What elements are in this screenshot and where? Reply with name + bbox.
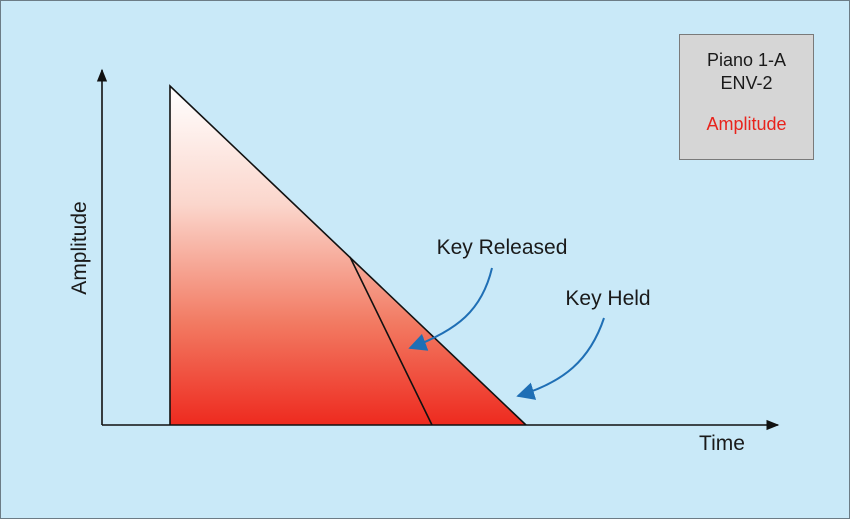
key-held-arrow	[516, 317, 605, 400]
key-released-label: Key Released	[437, 236, 568, 259]
y-axis-label: Amplitude	[68, 201, 91, 294]
envelope-name: ENV-2	[720, 73, 773, 93]
patch-name: Piano 1-A	[706, 50, 787, 70]
envelope-outline	[169, 84, 527, 426]
key-held-label: Key Held	[565, 287, 650, 310]
key-released-curve	[349, 256, 433, 426]
envelope-info-box: Piano 1-A ENV-2 Amplitude	[679, 34, 814, 160]
key-released-arrow	[408, 267, 493, 351]
x-axis-label: Time	[699, 432, 745, 455]
envelope-parameter: Amplitude	[706, 114, 787, 134]
